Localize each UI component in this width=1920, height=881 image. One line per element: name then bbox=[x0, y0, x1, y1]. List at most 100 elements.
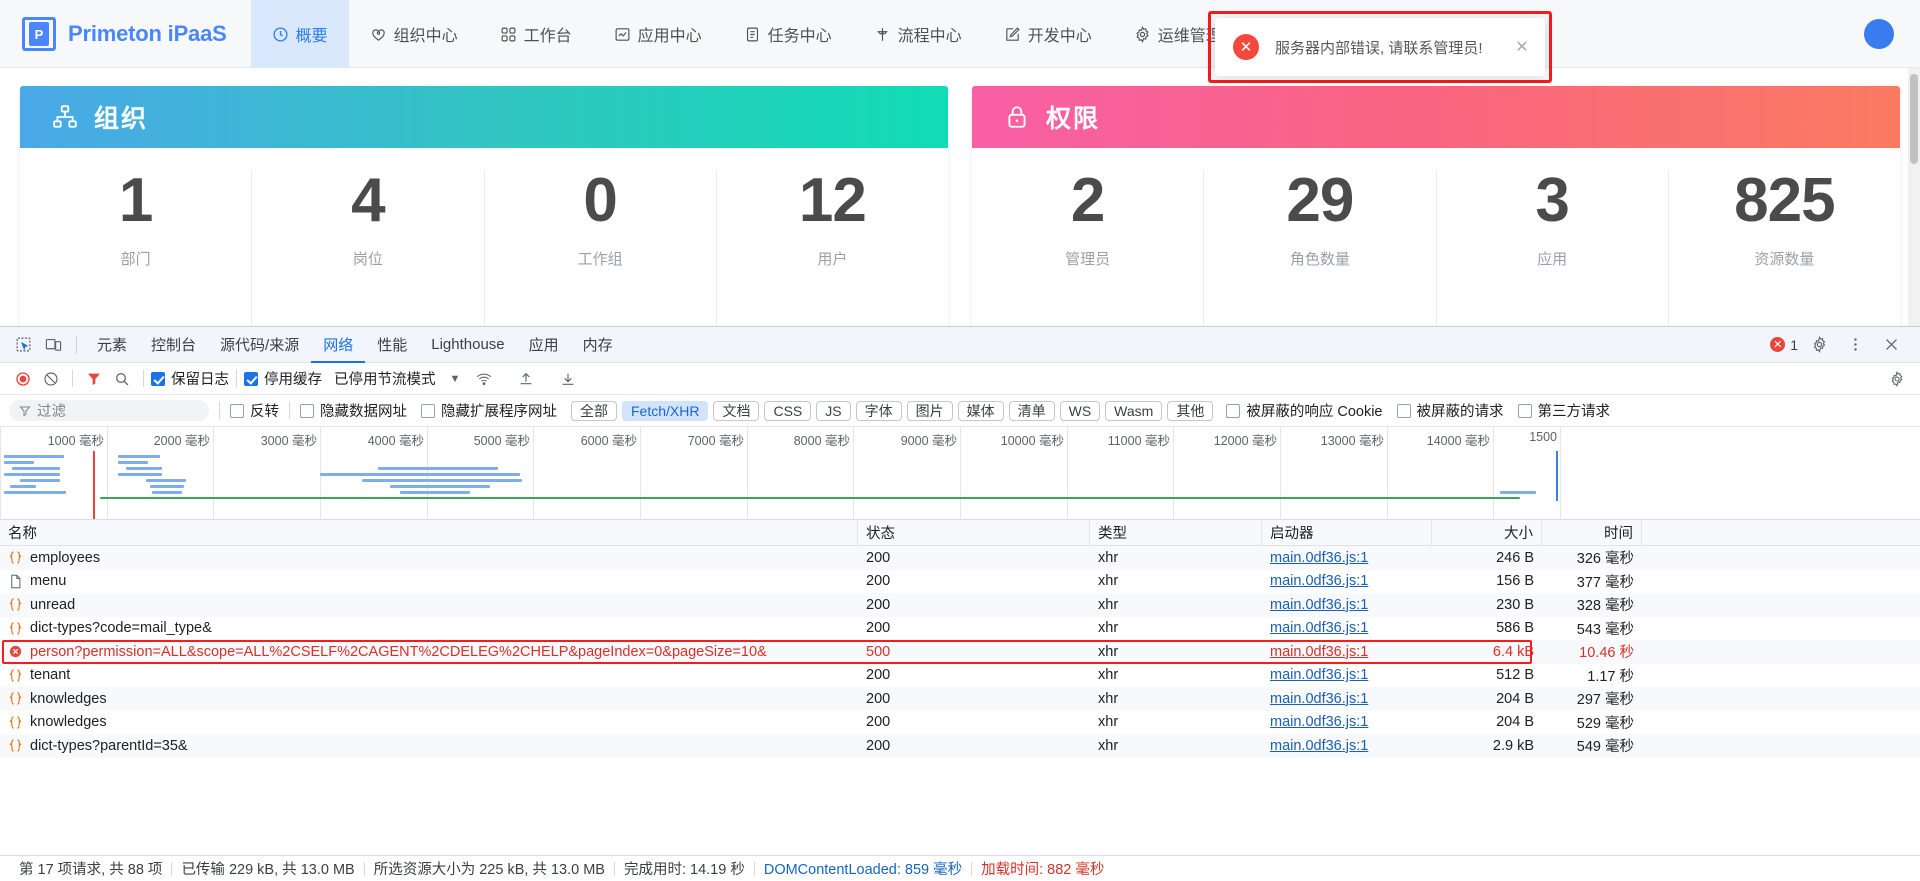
chip-all[interactable]: 全部 bbox=[571, 400, 617, 421]
cell-size: 246 B bbox=[1496, 549, 1534, 566]
third-party-checkbox[interactable]: 第三方请求 bbox=[1517, 400, 1610, 421]
hide-data-urls-checkbox[interactable]: 隐藏数据网址 bbox=[300, 400, 407, 421]
column-header-name[interactable]: 名称 bbox=[0, 520, 858, 546]
nav-item-dev-center[interactable]: 开发中心 bbox=[983, 0, 1113, 68]
search-icon[interactable] bbox=[108, 366, 136, 392]
cell-initiator: main.0df36.js:1 bbox=[1262, 546, 1432, 570]
tab-elements[interactable]: 元素 bbox=[97, 337, 128, 354]
tab-sources[interactable]: 源代码/来源 bbox=[220, 337, 300, 354]
network-conditions-icon[interactable] bbox=[470, 366, 498, 392]
request-name: knowledges bbox=[30, 714, 107, 731]
invert-checkbox[interactable]: 反转 bbox=[230, 400, 279, 421]
divider bbox=[289, 402, 290, 419]
filter-toggle-icon[interactable] bbox=[80, 366, 108, 392]
nav-item-org-center[interactable]: 组织中心 bbox=[349, 0, 479, 68]
stat-value: 825 bbox=[1734, 166, 1835, 235]
cell-size: 2.9 kB bbox=[1492, 737, 1534, 754]
preserve-log-checkbox[interactable]: 保留日志 bbox=[151, 368, 229, 389]
nav-item-flow-center[interactable]: 流程中心 bbox=[853, 0, 983, 68]
top-navigation-bar: P Primeton iPaaS 概要 组织中心 工作台 应用中心 bbox=[0, 0, 1920, 68]
column-header-size[interactable]: 大小 bbox=[1432, 520, 1542, 546]
table-row[interactable]: employees 200 xhr main.0df36.js:1 246 B … bbox=[0, 546, 1920, 570]
tab-performance[interactable]: 性能 bbox=[377, 337, 408, 354]
initiator-link[interactable]: main.0df36.js:1 bbox=[1270, 667, 1369, 684]
user-avatar[interactable] bbox=[1864, 18, 1894, 49]
column-header-status[interactable]: 状态 bbox=[858, 520, 1090, 546]
error-count-badge[interactable]: ✕ 1 bbox=[1770, 337, 1798, 353]
chip-wasm[interactable]: Wasm bbox=[1105, 400, 1163, 421]
stat-label: 用户 bbox=[817, 251, 848, 268]
nav-item-app-center[interactable]: 应用中心 bbox=[593, 0, 723, 68]
tab-console[interactable]: 控制台 bbox=[151, 337, 197, 354]
tab-network[interactable]: 网络 bbox=[311, 327, 365, 363]
table-row[interactable]: unread 200 xhr main.0df36.js:1 230 B 328… bbox=[0, 593, 1920, 617]
chip-img[interactable]: 图片 bbox=[906, 400, 953, 421]
tab-lighthouse[interactable]: Lighthouse bbox=[431, 336, 505, 353]
device-toolbar-icon[interactable] bbox=[38, 331, 68, 359]
chip-doc[interactable]: 文档 bbox=[713, 400, 760, 421]
table-row[interactable]: menu 200 xhr main.0df36.js:1 156 B 377 毫… bbox=[0, 569, 1920, 593]
initiator-link[interactable]: main.0df36.js:1 bbox=[1270, 690, 1369, 707]
table-row[interactable]: dict-types?code=mail_type& 200 xhr main.… bbox=[0, 616, 1920, 640]
initiator-link[interactable]: main.0df36.js:1 bbox=[1270, 714, 1369, 731]
cell-size: 6.4 kB bbox=[1492, 643, 1534, 660]
compass-icon bbox=[272, 26, 289, 43]
import-har-icon[interactable] bbox=[512, 366, 540, 392]
network-settings-icon[interactable] bbox=[1883, 366, 1911, 392]
hide-extension-urls-checkbox[interactable]: 隐藏扩展程序网址 bbox=[421, 400, 557, 421]
table-row[interactable]: knowledges 200 xhr main.0df36.js:1 204 B… bbox=[0, 687, 1920, 711]
network-overview-timeline[interactable]: 1000 毫秒 2000 毫秒 3000 毫秒 4000 毫秒 5000 毫秒 … bbox=[0, 427, 1920, 520]
filter-input[interactable]: 过滤 bbox=[9, 400, 209, 421]
disable-cache-checkbox[interactable]: 停用缓存 bbox=[244, 368, 322, 389]
nav-item-overview[interactable]: 概要 bbox=[250, 0, 349, 68]
chip-font[interactable]: 字体 bbox=[855, 400, 902, 421]
tab-memory[interactable]: 内存 bbox=[582, 337, 613, 354]
nav-item-task-center[interactable]: 任务中心 bbox=[723, 0, 853, 68]
initiator-link[interactable]: main.0df36.js:1 bbox=[1270, 573, 1369, 590]
brand-logo-area[interactable]: P Primeton iPaaS bbox=[0, 0, 251, 68]
cell-initiator: main.0df36.js:1 bbox=[1262, 711, 1432, 735]
stat-value: 2 bbox=[1070, 166, 1105, 235]
settings-gear-icon[interactable] bbox=[1804, 331, 1834, 359]
chip-manifest[interactable]: 清单 bbox=[1008, 400, 1055, 421]
table-row[interactable]: dict-types?parentId=35& 200 xhr main.0df… bbox=[0, 734, 1920, 758]
chip-css[interactable]: CSS bbox=[764, 400, 812, 421]
nav-item-workbench[interactable]: 工作台 bbox=[479, 0, 593, 68]
close-devtools-icon[interactable] bbox=[1876, 331, 1906, 359]
export-har-icon[interactable] bbox=[554, 366, 582, 392]
initiator-link[interactable]: main.0df36.js:1 bbox=[1270, 549, 1369, 566]
tab-application[interactable]: 应用 bbox=[528, 337, 559, 354]
page-scrollbar[interactable] bbox=[1908, 68, 1920, 326]
chip-other[interactable]: 其他 bbox=[1167, 400, 1214, 421]
close-icon[interactable]: ✕ bbox=[1515, 39, 1529, 56]
throttle-status[interactable]: 已停用节流模式 bbox=[334, 372, 436, 388]
scrollbar-thumb[interactable] bbox=[1910, 74, 1918, 164]
nav-item-ops-mgmt[interactable]: 运维管理 bbox=[1113, 0, 1243, 68]
clear-button[interactable] bbox=[37, 366, 65, 392]
blocked-requests-checkbox[interactable]: 被屏蔽的请求 bbox=[1396, 400, 1504, 421]
more-vertical-icon[interactable] bbox=[1840, 331, 1870, 359]
inspect-element-icon[interactable] bbox=[8, 331, 38, 359]
chip-ws[interactable]: WS bbox=[1059, 400, 1101, 421]
network-request-table: 名称 状态 类型 启动器 大小 时间 employees 200 xhr mai… bbox=[0, 520, 1920, 855]
chip-js[interactable]: JS bbox=[816, 400, 851, 421]
nav-right-area bbox=[1864, 0, 1920, 67]
blocked-cookies-label: 被屏蔽的响应 Cookie bbox=[1246, 404, 1383, 420]
checkbox-box bbox=[230, 403, 244, 418]
table-row-error[interactable]: person?permission=ALL&scope=ALL%2CSELF%2… bbox=[0, 640, 1920, 664]
chip-media[interactable]: 媒体 bbox=[957, 400, 1004, 421]
initiator-link[interactable]: main.0df36.js:1 bbox=[1270, 737, 1369, 754]
initiator-link[interactable]: main.0df36.js:1 bbox=[1270, 596, 1369, 613]
record-button[interactable] bbox=[9, 366, 37, 392]
column-header-time[interactable]: 时间 bbox=[1542, 520, 1642, 546]
initiator-link[interactable]: main.0df36.js:1 bbox=[1270, 620, 1369, 637]
chip-fetch-xhr[interactable]: Fetch/XHR bbox=[622, 400, 709, 421]
table-row[interactable]: knowledges 200 xhr main.0df36.js:1 204 B… bbox=[0, 710, 1920, 735]
json-icon bbox=[8, 691, 23, 706]
initiator-link[interactable]: main.0df36.js:1 bbox=[1270, 643, 1369, 660]
chevron-down-icon[interactable]: ▼ bbox=[449, 372, 461, 385]
blocked-cookies-checkbox[interactable]: 被屏蔽的响应 Cookie bbox=[1226, 400, 1383, 421]
column-header-type[interactable]: 类型 bbox=[1090, 520, 1262, 546]
table-row[interactable]: tenant 200 xhr main.0df36.js:1 512 B 1.1… bbox=[0, 663, 1920, 687]
column-header-initiator[interactable]: 启动器 bbox=[1262, 520, 1432, 546]
